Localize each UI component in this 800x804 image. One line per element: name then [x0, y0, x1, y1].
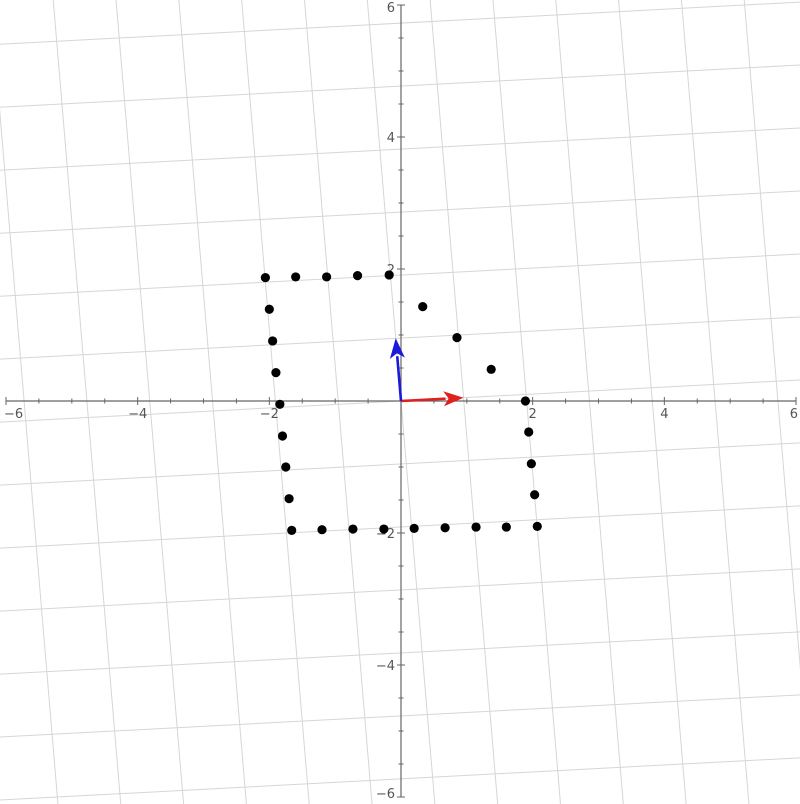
y-tick-label: −4 — [376, 659, 395, 674]
x-tick-label: 6 — [790, 407, 798, 422]
data-point — [352, 271, 363, 281]
grid-line-vertical — [52, 0, 122, 804]
grid-line-vertical — [0, 108, 59, 804]
i-hat-vector-shaft — [400, 397, 446, 403]
grid-line-horizontal — [0, 1, 800, 45]
data-points — [260, 270, 542, 535]
data-point — [287, 525, 297, 535]
data-point — [471, 522, 481, 532]
j-hat-vector-arrowhead — [389, 338, 405, 359]
data-point — [526, 459, 536, 469]
data-point — [409, 523, 419, 533]
y-tick-label: −6 — [376, 787, 395, 802]
data-point — [501, 522, 511, 532]
grid-line-horizontal — [0, 505, 800, 549]
grid-line-vertical — [618, 0, 687, 804]
grid-line-horizontal — [0, 127, 800, 171]
data-point — [284, 494, 294, 504]
grid-line-horizontal — [0, 253, 800, 297]
x-tick-label: −2 — [260, 407, 279, 422]
grid-line-horizontal — [0, 0, 800, 2]
data-point — [440, 523, 450, 533]
data-point — [268, 336, 278, 346]
data-point — [532, 521, 542, 532]
x-tick-label: 2 — [529, 407, 537, 422]
grid-line-vertical — [429, 0, 499, 804]
grid-line-horizontal — [0, 442, 800, 486]
data-point — [260, 272, 270, 283]
grid-line-vertical — [743, 0, 800, 670]
data-point — [418, 302, 428, 312]
grid-line-vertical — [555, 0, 624, 804]
grid-line-vertical — [0, 0, 26, 804]
grid-line-vertical — [178, 0, 247, 804]
data-point — [524, 427, 534, 437]
y-tick-label: 2 — [387, 263, 395, 278]
grid-line-horizontal — [0, 190, 800, 234]
data-point — [322, 272, 332, 282]
data-point — [452, 333, 462, 343]
data-point — [281, 462, 291, 472]
data-point — [384, 270, 394, 280]
x-tick-label: 4 — [660, 407, 668, 422]
x-tick-label: −6 — [4, 407, 23, 422]
basis-vectors — [389, 338, 464, 407]
data-point — [317, 525, 327, 535]
i-hat-vector-arrowhead — [443, 391, 464, 407]
data-point — [277, 431, 288, 441]
grid-line-horizontal — [0, 694, 800, 738]
j-hat-vector-shaft — [395, 356, 403, 402]
grid-line-vertical — [680, 0, 750, 804]
grid-line-horizontal — [0, 631, 800, 675]
data-point — [379, 524, 389, 534]
grid-line-vertical — [492, 0, 561, 804]
y-tick-label: 4 — [387, 131, 395, 146]
grid-line-horizontal — [0, 316, 800, 360]
x-tick-label: −4 — [128, 407, 147, 422]
data-point — [530, 490, 540, 500]
data-point — [348, 524, 358, 534]
grid-line-vertical — [115, 0, 185, 804]
grid-line-horizontal — [0, 568, 800, 612]
data-point — [291, 272, 301, 282]
data-point — [520, 396, 531, 406]
data-point — [271, 368, 281, 378]
data-point — [264, 304, 274, 314]
y-tick-label: 6 — [387, 1, 395, 16]
grid-line-horizontal — [0, 64, 800, 108]
data-point — [486, 364, 496, 374]
data-point — [275, 399, 285, 409]
